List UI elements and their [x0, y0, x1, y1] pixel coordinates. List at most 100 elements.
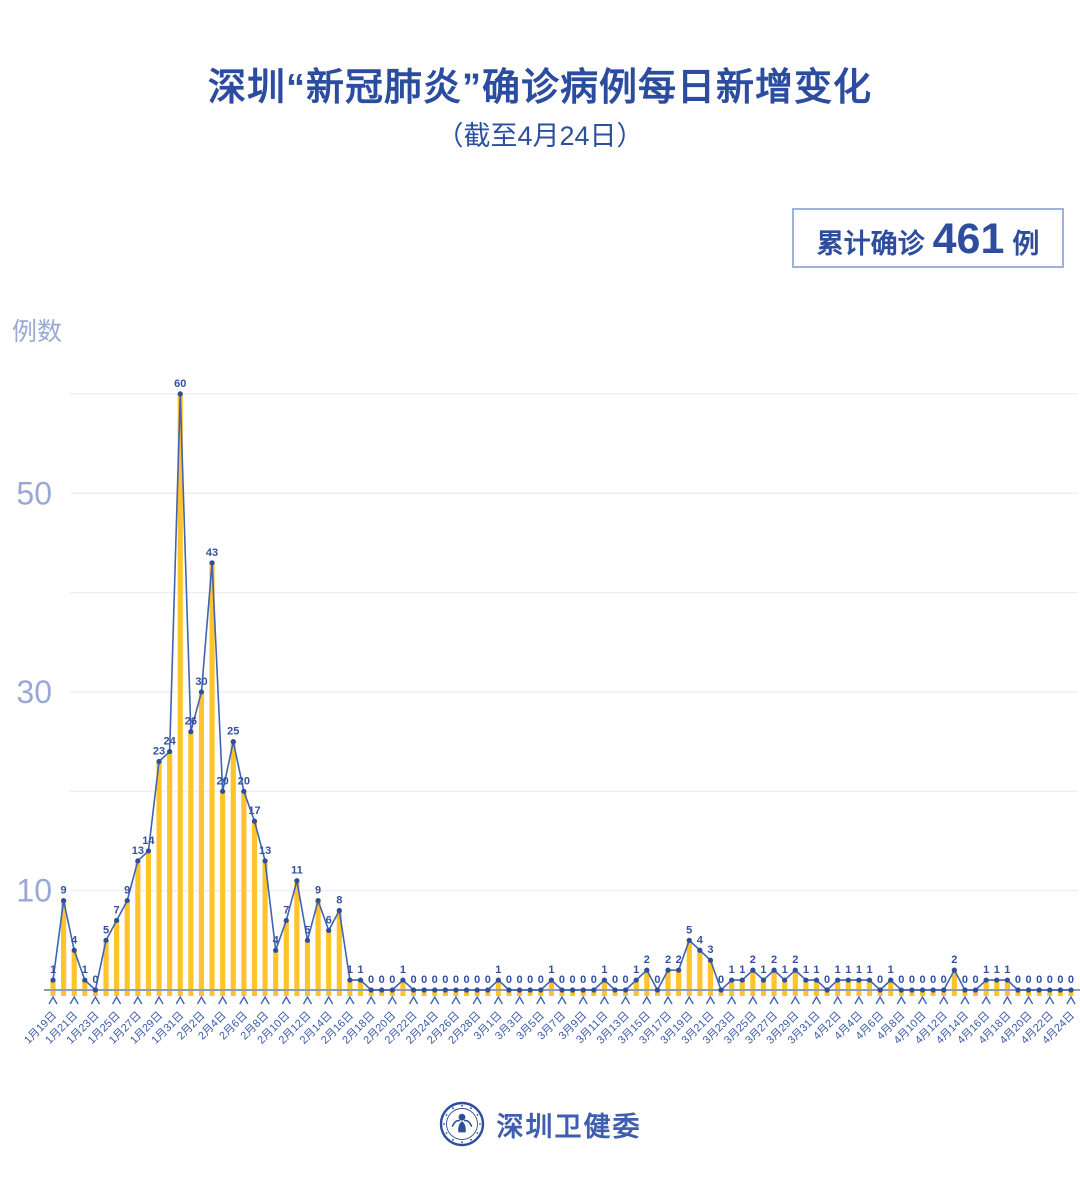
- data-point: [665, 967, 671, 973]
- bar: [336, 910, 342, 990]
- data-value-label: 4: [71, 934, 78, 946]
- axis-tick-daily: [474, 991, 480, 996]
- data-value-label: 0: [930, 974, 936, 986]
- axis-tick-daily: [92, 991, 98, 996]
- data-value-label: 2: [750, 954, 756, 966]
- data-value-label: 0: [654, 974, 660, 986]
- data-value-label: 9: [61, 885, 67, 897]
- bar: [209, 562, 215, 990]
- axis-tick-daily: [421, 991, 427, 996]
- axis-tick-daily: [686, 991, 692, 996]
- axis-tick-daily: [1004, 991, 1010, 996]
- data-value-label: 0: [421, 974, 427, 986]
- data-value-label: 8: [336, 895, 342, 907]
- data-point: [506, 987, 512, 993]
- bar: [71, 950, 77, 990]
- bar: [760, 980, 767, 990]
- data-point: [877, 987, 883, 993]
- axis-tick-caret: [833, 995, 843, 1005]
- bar: [135, 860, 141, 990]
- bar: [124, 900, 130, 990]
- data-value-label: 0: [1036, 974, 1042, 986]
- data-value-label: 26: [185, 716, 197, 728]
- logo-rim-marks: [442, 1104, 481, 1144]
- axis-tick-daily: [665, 991, 671, 996]
- axis-tick-caret: [1066, 995, 1076, 1005]
- axis-tick-daily: [930, 991, 936, 996]
- bar: [177, 393, 183, 990]
- data-point: [527, 987, 533, 993]
- data-point: [230, 739, 236, 745]
- data-point: [156, 758, 162, 765]
- data-point: [209, 560, 215, 566]
- axis-tick-daily: [326, 991, 332, 996]
- data-point: [389, 987, 395, 993]
- data-value-label: 9: [315, 885, 321, 897]
- data-value-label: 0: [453, 974, 459, 986]
- data-value-label: 30: [195, 676, 207, 688]
- data-point: [1004, 977, 1010, 983]
- data-value-label: 0: [389, 974, 395, 986]
- axis-tick-caret: [472, 995, 482, 1005]
- bar: [835, 980, 841, 990]
- data-point: [167, 748, 173, 755]
- data-value-label: 2: [771, 954, 777, 966]
- data-point: [845, 977, 851, 983]
- axis-tick-daily: [453, 991, 459, 996]
- data-point: [633, 977, 639, 983]
- y-axis-tick-label: 50: [16, 475, 52, 511]
- bar: [198, 691, 205, 990]
- axis-tick-daily: [951, 991, 957, 996]
- org-name: 深圳卫健委: [496, 1111, 642, 1142]
- data-value-label: 1: [601, 964, 607, 976]
- data-point: [262, 858, 268, 864]
- axis-tick-daily: [909, 991, 915, 996]
- axis-tick-daily: [230, 991, 236, 996]
- badge-label: 累计确诊: [816, 229, 925, 259]
- bar: [156, 761, 162, 990]
- data-point: [1068, 987, 1074, 993]
- axis-tick-daily: [389, 991, 395, 996]
- axis-tick-caret: [663, 995, 673, 1005]
- data-value-label: 0: [1068, 974, 1074, 986]
- axis-tick-caret: [811, 995, 822, 1005]
- data-value-label: 0: [474, 974, 480, 986]
- data-point: [135, 858, 141, 864]
- data-point: [283, 917, 289, 924]
- data-value-label: 1: [357, 964, 363, 976]
- axis-tick-daily: [782, 991, 788, 996]
- axis-tick-caret: [430, 995, 440, 1005]
- axis-tick-daily: [145, 991, 151, 996]
- bar: [283, 920, 289, 990]
- axis-tick-caret: [981, 995, 991, 1005]
- data-point: [824, 987, 830, 993]
- bar: [888, 980, 894, 990]
- axis-tick-daily: [527, 991, 533, 996]
- data-value-label: 1: [803, 964, 809, 976]
- data-value-label: 0: [591, 974, 597, 986]
- axis-tick-daily: [294, 991, 300, 996]
- axis-tick-caret: [536, 995, 546, 1005]
- data-value-label: 13: [132, 845, 144, 857]
- data-value-label: 1: [760, 964, 766, 976]
- data-point: [835, 977, 841, 983]
- bar: [856, 980, 862, 990]
- data-value-label: 1: [495, 964, 501, 976]
- axis-tick-daily: [888, 991, 894, 996]
- data-point: [442, 987, 448, 993]
- axis-tick-daily: [813, 991, 819, 996]
- data-point: [1036, 987, 1042, 993]
- axis-tick-caret: [154, 995, 164, 1005]
- data-point: [188, 729, 194, 735]
- data-value-label: 1: [866, 964, 872, 976]
- bar: [400, 980, 406, 990]
- data-value-label: 0: [580, 974, 586, 986]
- axis-tick-caret: [324, 995, 334, 1005]
- data-point: [114, 917, 120, 924]
- data-value-label: 1: [782, 964, 788, 976]
- data-point: [177, 391, 183, 397]
- axis-tick-caret: [90, 995, 101, 1005]
- axis-tick-caret: [133, 995, 143, 1005]
- axis-tick-daily: [676, 991, 682, 996]
- bar: [82, 980, 88, 990]
